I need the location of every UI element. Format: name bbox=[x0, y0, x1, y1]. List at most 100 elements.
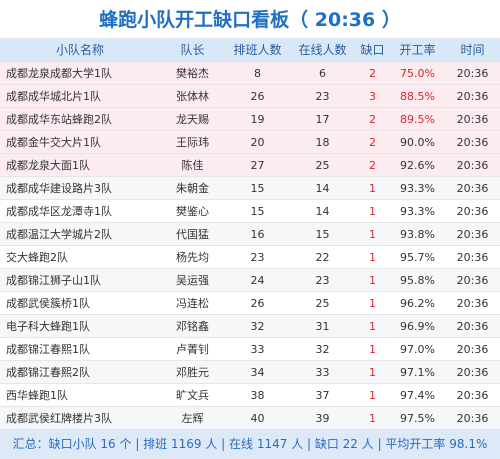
cell: 19 bbox=[250, 113, 265, 126]
cell: 成都武侯红牌楼片3队 bbox=[6, 412, 112, 425]
cell: 25 bbox=[315, 159, 330, 172]
cell: 32 bbox=[315, 343, 330, 356]
cell: 成都成华城北片1队 bbox=[6, 90, 101, 103]
cell: 6 bbox=[319, 67, 326, 80]
cell: 樊裕杰 bbox=[176, 67, 209, 80]
cell: 邓铭鑫 bbox=[176, 320, 209, 333]
cell: 33 bbox=[315, 366, 330, 379]
cell: 90.0% bbox=[400, 136, 435, 149]
cell: 2 bbox=[369, 159, 376, 172]
cell: 20:36 bbox=[456, 251, 489, 264]
cell: 26 bbox=[250, 90, 265, 103]
cell: 37 bbox=[315, 389, 330, 402]
cell: 卢菁钊 bbox=[176, 343, 209, 356]
cell: 20:36 bbox=[456, 343, 489, 356]
cell: 吴运强 bbox=[176, 274, 209, 287]
cell: 1 bbox=[369, 205, 376, 218]
cell: 32 bbox=[250, 320, 265, 333]
cell: 33 bbox=[250, 343, 265, 356]
column-header: 在线人数 bbox=[298, 43, 347, 57]
cell: 1 bbox=[369, 274, 376, 287]
cell: 75.0% bbox=[400, 67, 435, 80]
cell: 成都成华区龙潭寺1队 bbox=[6, 205, 112, 218]
table-row: 成都武侯红牌楼片3队 左辉 40 39 1 97.5% 20:36 bbox=[0, 407, 500, 430]
column-header: 缺口 bbox=[360, 43, 385, 57]
cell: 89.5% bbox=[400, 113, 435, 126]
cell: 93.3% bbox=[400, 182, 435, 195]
cell: 88.5% bbox=[400, 90, 435, 103]
cell: 1 bbox=[369, 251, 376, 264]
cell: 15 bbox=[250, 205, 265, 218]
cell: 1 bbox=[369, 320, 376, 333]
cell: 15 bbox=[250, 182, 265, 195]
cell: 1 bbox=[369, 412, 376, 425]
cell: 成都龙泉大面1队 bbox=[6, 159, 90, 172]
table-row: 成都锦江狮子山1队 吴运强 24 23 1 95.8% 20:36 bbox=[0, 269, 500, 292]
cell: 38 bbox=[250, 389, 265, 402]
table-row: 成都温江大学城片2队 代国猛 16 15 1 93.8% 20:36 bbox=[0, 223, 500, 246]
title: 蜂跑小队开工缺口看板（ 20:36 ） bbox=[99, 9, 401, 31]
cell: 成都锦江狮子山1队 bbox=[6, 274, 101, 287]
cell: 16 bbox=[250, 228, 265, 241]
table-row: 西华蜂跑1队 旷文兵 38 37 1 97.4% 20:36 bbox=[0, 384, 500, 407]
cell: 陈佳 bbox=[181, 159, 204, 172]
cell: 97.4% bbox=[400, 389, 435, 402]
cell: 3 bbox=[369, 90, 376, 103]
cell: 成都金牛交大片1队 bbox=[6, 136, 101, 149]
cell: 旷文兵 bbox=[176, 389, 209, 402]
cell: 邓胜元 bbox=[176, 366, 209, 379]
table-row: 成都锦江春熙2队 邓胜元 34 33 1 97.1% 20:36 bbox=[0, 361, 500, 384]
cell: 17 bbox=[315, 113, 330, 126]
cell: 成都龙泉成都大学1队 bbox=[6, 67, 112, 80]
cell: 1 bbox=[369, 182, 376, 195]
column-header: 小队名称 bbox=[55, 43, 104, 57]
cell: 王际玮 bbox=[176, 136, 209, 149]
cell: 20:36 bbox=[456, 389, 489, 402]
cell: 92.6% bbox=[400, 159, 435, 172]
cell: 20:36 bbox=[456, 228, 489, 241]
summary: 汇总：缺口小队 16 个 | 排班 1169 人 | 在线 1147 人 | 缺… bbox=[0, 430, 500, 459]
cell: 20:36 bbox=[456, 113, 489, 126]
column-header: 开工率 bbox=[399, 43, 436, 57]
cell: 8 bbox=[254, 67, 261, 80]
cell: 93.3% bbox=[400, 205, 435, 218]
cell: 2 bbox=[369, 136, 376, 149]
table-row: 成都武侯簇桥1队 冯连松 26 25 1 96.2% 20:36 bbox=[0, 292, 500, 315]
cell: 40 bbox=[250, 412, 265, 425]
table: 小队名称 队长 排班人数 在线人数 缺口 开工率 时间 成都龙泉成都大学1队 樊裕杰 8 6 2 75.… bbox=[0, 38, 500, 430]
cell: 23 bbox=[315, 274, 330, 287]
cell: 20:36 bbox=[456, 159, 489, 172]
cell: 20:36 bbox=[456, 297, 489, 310]
cell: 电子科大蜂跑1队 bbox=[6, 320, 90, 333]
cell: 成都成华建设路片3队 bbox=[6, 182, 112, 195]
cell: 26 bbox=[250, 297, 265, 310]
cell: 冯连松 bbox=[176, 297, 209, 310]
cell: 24 bbox=[250, 274, 265, 287]
table-row: 成都成华城北片1队 张体林 26 23 3 88.5% 20:36 bbox=[0, 85, 500, 108]
cell: 18 bbox=[315, 136, 330, 149]
cell: 杨先均 bbox=[176, 251, 209, 264]
cell: 96.9% bbox=[400, 320, 435, 333]
cell: 25 bbox=[315, 297, 330, 310]
cell: 22 bbox=[315, 251, 330, 264]
cell: 93.8% bbox=[400, 228, 435, 241]
cell: 2 bbox=[369, 113, 376, 126]
column-header: 队长 bbox=[180, 43, 205, 57]
cell: 西华蜂跑1队 bbox=[6, 389, 68, 402]
cell: 20:36 bbox=[456, 205, 489, 218]
cell: 20:36 bbox=[456, 182, 489, 195]
cell: 代国猛 bbox=[176, 228, 209, 241]
cell: 1 bbox=[369, 389, 376, 402]
cell: 20:36 bbox=[456, 67, 489, 80]
cell: 97.0% bbox=[400, 343, 435, 356]
cell: 97.1% bbox=[400, 366, 435, 379]
cell: 1 bbox=[369, 366, 376, 379]
cell: 14 bbox=[315, 205, 330, 218]
cell: 2 bbox=[369, 67, 376, 80]
cell: 20:36 bbox=[456, 412, 489, 425]
table-row: 成都龙泉成都大学1队 樊裕杰 8 6 2 75.0% 20:36 bbox=[0, 62, 500, 85]
cell: 交大蜂跑2队 bbox=[6, 251, 68, 264]
cell: 23 bbox=[315, 90, 330, 103]
cell: 27 bbox=[250, 159, 265, 172]
table-row: 成都锦江春熙1队 卢菁钊 33 32 1 97.0% 20:36 bbox=[0, 338, 500, 361]
